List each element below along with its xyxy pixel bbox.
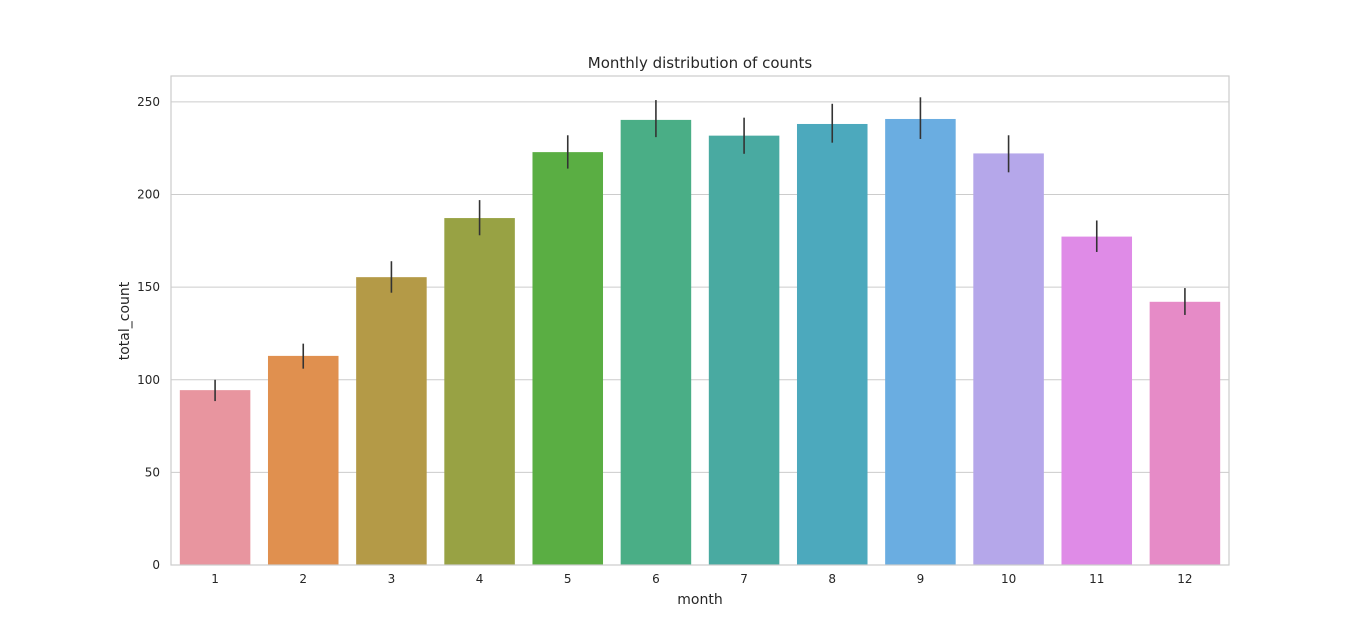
y-tick-label: 250 [137,95,160,109]
x-tick-label: 10 [1001,572,1016,586]
x-tick-label: 2 [299,572,307,586]
x-tick-label: 6 [652,572,660,586]
x-tick-label: 12 [1177,572,1192,586]
bar-month-11 [1061,236,1133,565]
bar-month-5 [532,152,604,565]
bar-month-3 [356,277,427,565]
bar-month-8 [796,123,868,565]
bar-month-6 [620,119,692,565]
y-tick-label: 200 [137,188,160,202]
x-tick-label: 1 [211,572,219,586]
plot-frame [170,75,1230,566]
y-tick-label: 150 [137,280,160,294]
bar-month-7 [708,135,780,565]
error-bars [214,97,1186,402]
bars [179,118,1221,566]
y-tick-labels: 0 50 100 150 200 250 [137,95,160,572]
bar-month-1 [179,390,251,565]
x-tick-label: 11 [1089,572,1104,586]
y-tick-label: 0 [152,558,160,572]
x-tick-label: 8 [828,572,836,586]
bar-month-12 [1149,301,1221,565]
bar-month-4 [444,218,515,565]
x-tick-label: 4 [476,572,484,586]
chart-title: Monthly distribution of counts [588,54,813,72]
bar-month-10 [973,153,1044,566]
x-tick-labels: 1 2 3 4 5 6 7 8 9 10 11 12 [211,572,1192,586]
x-tick-label: 9 [917,572,925,586]
x-axis-label: month [677,592,722,608]
bar-month-2 [267,355,339,565]
bar-month-9 [885,118,956,566]
x-tick-label: 7 [740,572,748,586]
y-tick-label: 100 [137,373,160,387]
x-tick-label: 5 [564,572,572,586]
y-axis-label: total_count [117,281,133,360]
x-tick-label: 3 [388,572,396,586]
y-tick-label: 50 [145,465,160,479]
